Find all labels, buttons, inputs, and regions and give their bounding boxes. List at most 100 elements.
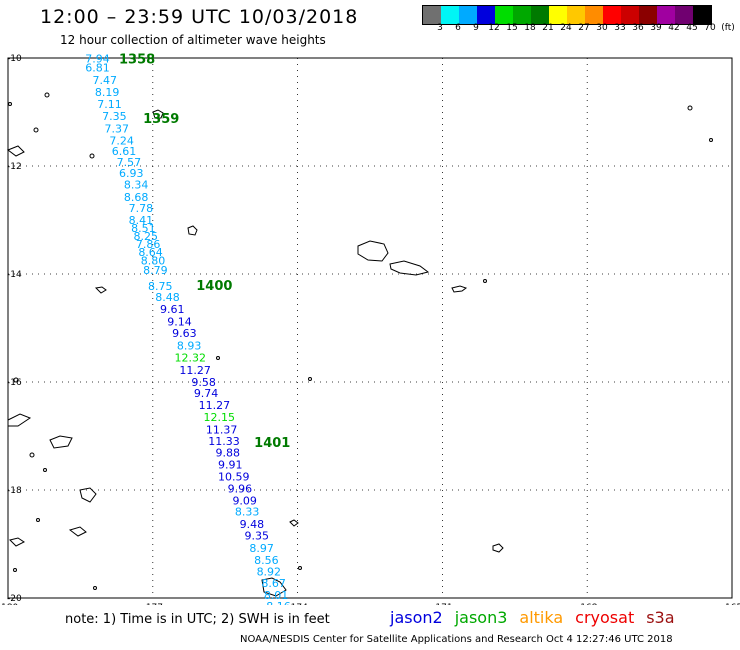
map-grid: -180 -177 -174 -171 -168 -165 -10 -12 -14 -16 -18 -… bbox=[0, 54, 740, 605]
swh-reading: 8.01 bbox=[264, 589, 289, 602]
swh-reading: 9.58 bbox=[191, 376, 216, 389]
color-swatch bbox=[441, 6, 459, 24]
note-text: note: 1) Time is in UTC; 2) SWH is in fe… bbox=[65, 612, 330, 627]
island-dot bbox=[89, 153, 95, 159]
color-scale-labels: 3 6 9 12 15 18 21 24 27 30 33 36 39 42 45 70 (ft) bbox=[422, 23, 740, 35]
island-dot bbox=[29, 452, 35, 458]
swh-reading: 9.61 bbox=[160, 303, 185, 316]
swh-reading: 11.27 bbox=[199, 399, 231, 412]
island-outline bbox=[357, 240, 389, 262]
y-tick-label: -14 bbox=[7, 270, 22, 280]
island-outline bbox=[152, 109, 164, 119]
island-dot bbox=[483, 279, 487, 283]
island-outline bbox=[289, 519, 299, 527]
scale-label: 39 bbox=[650, 23, 662, 33]
swh-reading: 9.91 bbox=[218, 458, 243, 471]
scale-label: 15 bbox=[506, 23, 518, 33]
swh-reading: 9.96 bbox=[228, 483, 253, 496]
y-tick-label: -16 bbox=[7, 378, 22, 388]
map-frame bbox=[7, 57, 733, 599]
island-outline bbox=[49, 435, 73, 449]
island-dot bbox=[308, 377, 312, 381]
color-swatch bbox=[459, 6, 477, 24]
color-swatch bbox=[495, 6, 513, 24]
swh-reading: 11.33 bbox=[208, 435, 240, 448]
swh-reading: 7.24 bbox=[109, 134, 134, 147]
color-swatch bbox=[513, 6, 531, 24]
color-swatch bbox=[567, 6, 585, 24]
x-tick-label: -168 bbox=[577, 603, 598, 605]
swh-reading: 6.81 bbox=[85, 62, 110, 75]
scale-label: 27 bbox=[578, 23, 590, 33]
swh-reading: 8.67 bbox=[261, 577, 286, 590]
swh-reading: 8.56 bbox=[254, 554, 279, 567]
swh-reading: 8.19 bbox=[95, 86, 120, 99]
swh-reading: 8.75 bbox=[148, 280, 173, 293]
time-label: 1359 bbox=[143, 112, 179, 127]
time-label: 1401 bbox=[254, 436, 290, 451]
time-label: 1358 bbox=[119, 52, 155, 67]
swh-reading: 8.80 bbox=[141, 254, 166, 267]
swh-reading: 9.88 bbox=[216, 447, 241, 460]
swh-reading: 8.92 bbox=[257, 565, 282, 578]
satellite-legend: jason2 jason3 altika cryosat s3a bbox=[390, 608, 675, 627]
color-swatch bbox=[531, 6, 549, 24]
swh-reading: 11.37 bbox=[206, 423, 238, 436]
swh-reading: 8.48 bbox=[155, 291, 180, 304]
swh-reading: 8.68 bbox=[124, 191, 149, 204]
swh-readings: 7.946.817.478.197.117.357.377.246.617.57… bbox=[85, 52, 290, 605]
island-outlines bbox=[6, 92, 713, 597]
color-swatch bbox=[621, 6, 639, 24]
footer-credit: NOAA/NESDIS Center for Satellite Applica… bbox=[240, 634, 673, 645]
island-dot bbox=[298, 566, 302, 570]
y-tick-label: -20 bbox=[7, 594, 22, 604]
swh-reading: 9.48 bbox=[240, 518, 265, 531]
scale-label: 12 bbox=[488, 23, 500, 33]
color-scale-legend bbox=[422, 5, 712, 25]
scale-label: 3 bbox=[437, 23, 443, 33]
swh-reading: 9.14 bbox=[167, 315, 192, 328]
page-subtitle: 12 hour collection of altimeter wave hei… bbox=[60, 33, 326, 47]
swh-reading: 7.47 bbox=[92, 74, 117, 87]
island-outline bbox=[261, 577, 287, 597]
island-dot bbox=[13, 568, 17, 572]
color-swatch bbox=[693, 6, 711, 24]
color-swatch bbox=[603, 6, 621, 24]
satellite-legend-item: jason3 bbox=[454, 608, 508, 627]
island-outline bbox=[94, 286, 107, 294]
swh-reading: 9.09 bbox=[232, 495, 257, 508]
island-outline bbox=[187, 225, 198, 236]
scale-label: 45 bbox=[686, 23, 698, 33]
island-outline bbox=[9, 537, 25, 547]
y-tick-label: -12 bbox=[7, 162, 22, 172]
page-title: 12:00 – 23:59 UTC 10/03/2018 bbox=[40, 6, 359, 28]
island-outline bbox=[6, 145, 25, 157]
y-tick-label: -10 bbox=[7, 54, 22, 64]
swh-reading: 12.32 bbox=[175, 351, 207, 364]
color-swatch bbox=[549, 6, 567, 24]
swh-reading: 7.35 bbox=[102, 110, 127, 123]
scale-label: 33 bbox=[614, 23, 626, 33]
island-outline bbox=[79, 487, 97, 503]
island-dot bbox=[13, 377, 19, 383]
scale-label: 24 bbox=[560, 23, 572, 33]
swh-reading: 6.61 bbox=[112, 145, 137, 158]
swh-reading: 7.57 bbox=[117, 156, 142, 169]
swh-reading: 7.78 bbox=[129, 202, 154, 215]
x-tick-label: -171 bbox=[432, 603, 452, 605]
swh-reading: 7.37 bbox=[105, 123, 129, 136]
island-outline bbox=[492, 543, 504, 553]
swh-reading: 8.25 bbox=[133, 230, 158, 243]
island-dot bbox=[216, 356, 220, 360]
color-swatch bbox=[657, 6, 675, 24]
x-tick-label: -177 bbox=[143, 603, 163, 605]
island-dot bbox=[8, 102, 12, 106]
island-outline bbox=[451, 285, 468, 293]
swh-reading: 8.41 bbox=[129, 214, 154, 227]
satellite-legend-item: cryosat bbox=[575, 608, 635, 627]
satellite-legend-item: jason2 bbox=[390, 608, 443, 627]
swh-reading: 8.64 bbox=[138, 246, 163, 259]
color-swatch bbox=[585, 6, 603, 24]
swh-reading: 12.15 bbox=[203, 411, 235, 424]
swh-reading: 6.93 bbox=[119, 167, 144, 180]
